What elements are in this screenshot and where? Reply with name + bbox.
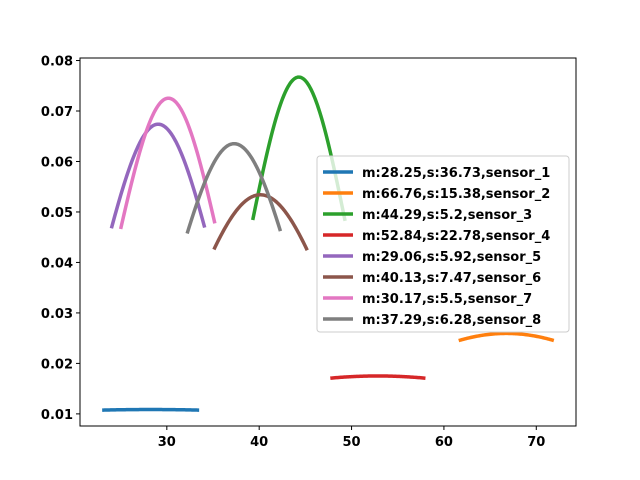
x-tick-label: 30	[158, 435, 176, 450]
x-tick-label: 60	[435, 435, 453, 450]
plot-lines	[101, 75, 555, 412]
legend-label-4: m:52.84,s:22.78,sensor_4	[362, 229, 550, 244]
y-tick-label: 0.05	[41, 206, 73, 221]
series-line-5	[109, 122, 207, 229]
y-tick-label: 0.04	[41, 256, 73, 271]
x-axis: 30 40 50 60 70	[158, 426, 545, 450]
y-tick-label: 0.07	[41, 105, 73, 120]
legend-label-7: m:30.17,s:5.5,sensor_7	[362, 292, 532, 307]
series-line-2	[458, 331, 555, 343]
legend-box	[316, 155, 570, 333]
y-tick-label: 0.08	[41, 55, 73, 70]
series-line-6	[212, 193, 309, 251]
y-axis: 0.01 0.02 0.03 0.04 0.05 0.06 0.07 0.08	[41, 55, 80, 423]
x-tick-label: 70	[527, 435, 545, 450]
legend-label-1: m:28.25,s:36.73,sensor_1	[362, 166, 550, 181]
legend-label-8: m:37.29,s:6.28,sensor_8	[362, 313, 541, 328]
legend-label-5: m:29.06,s:5.92,sensor_5	[362, 250, 541, 265]
y-tick-label: 0.01	[41, 408, 73, 423]
series-line-1	[101, 407, 200, 412]
x-tick-label: 40	[250, 435, 268, 450]
legend-label-3: m:44.29,s:5.2,sensor_3	[362, 208, 532, 223]
legend-label-6: m:40.13,s:7.47,sensor_6	[362, 271, 541, 286]
series-line-3	[251, 75, 347, 222]
legend-label-2: m:66.76,s:15.38,sensor_2	[362, 187, 550, 202]
y-tick-label: 0.03	[41, 307, 73, 322]
series-line-7	[118, 96, 217, 230]
series-line-4	[329, 374, 427, 380]
plot-area-frame	[79, 57, 577, 427]
x-tick-label: 50	[343, 435, 361, 450]
series-line-8	[185, 141, 283, 234]
y-tick-label: 0.06	[41, 155, 73, 170]
y-tick-label: 0.02	[41, 357, 73, 372]
legend: m:28.25,s:36.73,sensor_1 m:66.76,s:15.38,…	[316, 155, 570, 333]
